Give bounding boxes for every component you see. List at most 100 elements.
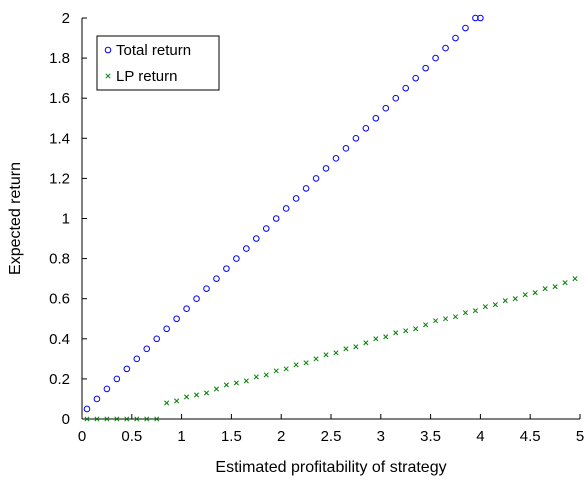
legend-label: LP return [116,68,177,85]
lp-return-point [403,328,409,334]
lp-return-point [154,416,160,422]
y-tick-label: 0.4 [49,331,70,348]
x-tick-label: 3 [377,428,385,445]
total-return-point [332,155,340,162]
total-return-point [233,255,240,262]
total-return-point [442,44,449,52]
x-tick-label: 2.5 [321,428,342,445]
y-tick-label: 0.2 [49,371,70,388]
legend-entries: Total return LP return [104,42,191,85]
y-axis-ticks: 0 0.2 0.4 0.6 0.8 1 1.2 1.4 1.6 1.8 2 [49,10,87,428]
total-return-point [272,215,280,222]
total-return-point [252,235,260,242]
lp-return-point [462,310,469,316]
plot-area: 0 0.5 1 1.5 2 2.5 3 3.5 4 4.5 5 0 0.2 0.4 0.6 0.8 1 1.2 1… [49,10,584,445]
lp-return-point [472,308,478,314]
x-tick-label: 1.5 [221,428,242,445]
lp-return-point [233,380,239,386]
lp-return-point [164,400,170,406]
lp-return-point [393,330,399,336]
total-return-point [103,385,111,393]
lp-return-point [552,284,558,290]
x-tick-label: 0.5 [121,428,142,445]
lp-return-point [572,276,578,282]
total-return-point [322,165,330,172]
total-return-point [223,265,230,272]
lp-return-point [144,416,150,422]
y-tick-label: 1.6 [49,90,70,107]
total-return-point [352,135,360,142]
x-tick-label: 1 [177,428,185,445]
x-tick-label: 2 [277,428,285,445]
x-tick-label: 5 [576,428,584,445]
total-return-point [432,54,439,62]
lp-return-point [423,322,429,328]
lp-return-point [502,298,508,304]
lp-return-point [84,416,90,422]
legend-box [96,35,220,91]
legend-label: Total return [116,42,191,59]
lp-return-point [213,386,220,392]
y-tick-label: 0.8 [49,251,70,268]
lp-return-point [184,394,190,400]
lp-return-point [482,304,488,310]
series-lp-return [84,276,578,422]
x-tick-label: 0 [78,428,86,445]
lp-return-point [203,390,210,396]
y-tick-label: 1.8 [49,50,70,67]
lp-return-point [433,318,439,324]
series-layer [83,14,578,422]
series-total-return [83,14,484,413]
total-return-point [372,114,380,122]
total-return-point [163,325,170,333]
x-axis-ticks: 0 0.5 1 1.5 2 2.5 3 3.5 4 4.5 5 [78,414,584,445]
total-return-point [422,64,429,72]
total-return-point [412,74,419,82]
lp-return-point [333,350,339,356]
lp-return-point [452,314,459,320]
lp-return-point [313,356,319,362]
lp-return-point [283,366,289,372]
lp-return-point [124,416,130,422]
legend: Total return LP return [96,35,220,91]
lp-return-point [353,344,359,350]
y-tick-label: 0 [62,411,70,428]
total-return-point [153,335,160,343]
lp-return-point [373,336,379,342]
lp-return-point [273,368,279,374]
y-tick-label: 0.6 [49,291,70,308]
lp-return-point [134,416,140,422]
total-return-point [402,84,410,92]
total-return-point [113,375,121,383]
lp-return-point [303,360,309,366]
x-tick-label: 4.5 [520,428,541,445]
lp-return-point [343,346,349,352]
total-return-point [262,225,270,232]
lp-return-point [542,286,548,292]
lp-return-point [532,290,538,296]
total-return-point [392,94,400,102]
lp-return-point [94,416,100,422]
x-tick-label: 3.5 [420,428,441,445]
lp-return-point [223,382,229,388]
lp-return-point [174,398,180,404]
lp-return-point [114,416,120,422]
lp-return-point [253,374,259,380]
y-tick-label: 1 [62,211,70,228]
lp-return-point [413,326,419,332]
total-return-point [292,195,300,202]
legend-circle-marker [104,46,112,54]
total-return-point [312,175,320,182]
total-return-point [302,185,310,192]
total-return-point [213,275,220,282]
y-axis-title: Expected return [7,162,24,275]
total-return-point [382,104,390,112]
lp-return-point [104,416,110,422]
total-return-point [342,145,350,152]
total-return-point [362,124,370,132]
lp-return-point [492,302,498,308]
total-return-point [193,295,200,303]
total-return-point [143,345,151,353]
lp-return-point [383,334,389,340]
